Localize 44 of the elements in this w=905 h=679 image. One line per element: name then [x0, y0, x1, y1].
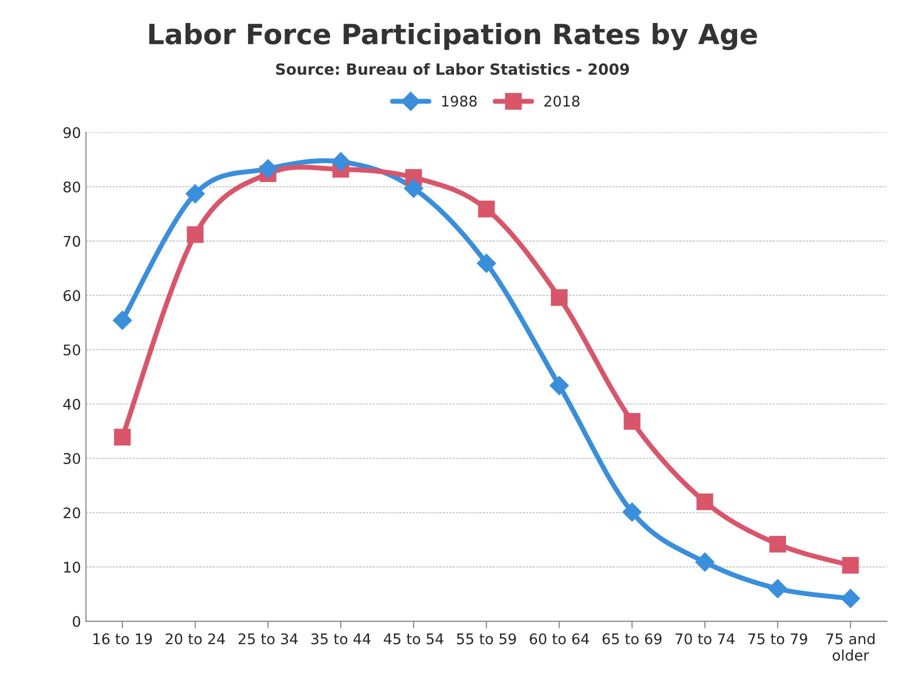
point — [696, 493, 714, 510]
y-tick-label: 90 — [63, 127, 80, 138]
x-tick-label: 20 to 24 — [166, 633, 225, 644]
y-tick-label: 20 — [64, 507, 80, 518]
point — [476, 254, 496, 273]
point — [404, 178, 424, 198]
y-tick-label: 30 — [64, 453, 80, 464]
x-tick-label: 45 to 54 — [384, 634, 444, 644]
point — [695, 552, 714, 572]
point — [478, 200, 495, 218]
point — [842, 557, 859, 574]
point — [550, 289, 568, 306]
point — [186, 226, 204, 243]
legend-label: 2018 — [544, 96, 580, 107]
x-tick-label: 70 to 74 — [676, 633, 735, 644]
point — [331, 152, 350, 172]
point — [624, 413, 640, 430]
point — [186, 184, 205, 204]
point — [550, 376, 569, 396]
x-tick-label: 75 to 79 — [748, 633, 808, 644]
y-tick-label: 40 — [63, 398, 80, 410]
point — [768, 579, 788, 598]
x-tick-label: 75 and older — [826, 633, 874, 661]
point — [769, 536, 786, 552]
y-tick-label: 50 — [64, 344, 80, 356]
legend-label: 1988 — [442, 96, 477, 107]
point — [112, 310, 132, 330]
x-tick-label: 25 to 34 — [238, 633, 298, 644]
y-tick-label: 0 — [72, 616, 80, 628]
y-tick-label: 80 — [64, 181, 80, 192]
chart-title: Labor Force Participation Rates by Age — [149, 23, 757, 50]
x-tick-label: 55 to 59 — [457, 633, 516, 644]
x-tick-label: 65 to 69 — [602, 633, 662, 644]
x-tick-label: 60 to 64 — [530, 633, 589, 644]
x-tick-label: 16 to 19 — [93, 633, 152, 644]
point — [840, 588, 860, 608]
point — [114, 428, 131, 446]
y-tick-label: 10 — [64, 562, 80, 573]
x-tick-label: 35 to 44 — [311, 633, 371, 644]
point — [622, 502, 642, 522]
y-tick-label: 70 — [64, 236, 80, 247]
point — [258, 159, 278, 178]
chart-subtitle: Source: Bureau of Labor Statistics - 2009 — [276, 63, 629, 75]
y-tick-label: 60 — [64, 290, 80, 302]
